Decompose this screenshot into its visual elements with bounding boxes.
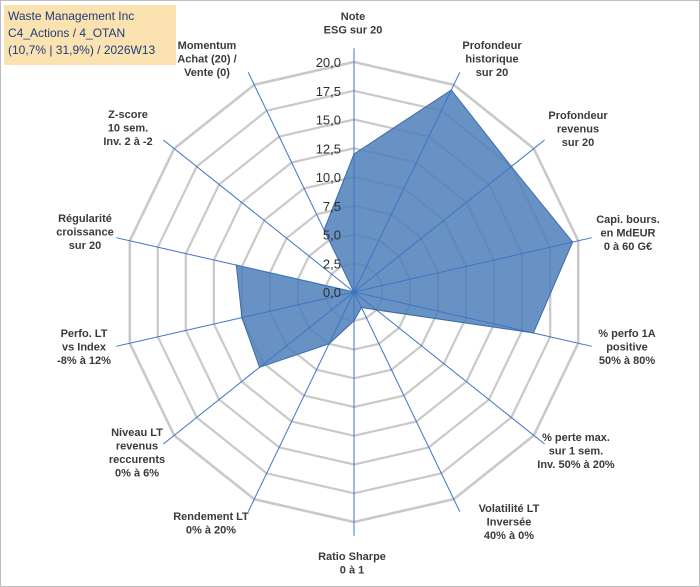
tick-label-6: 15,0 xyxy=(316,113,341,128)
radar-axis-labels: Note ESG sur 20 Profondeur historique sur 20… xyxy=(56,11,660,577)
axis-label-2: Profondeur revenus sur 20 xyxy=(548,110,608,149)
axis-label-6: Volatilité LT Inversée 40% à 0% xyxy=(479,503,540,542)
tick-label-8: 20,0 xyxy=(316,55,341,70)
spoke-11 xyxy=(116,237,355,293)
axis-label-1: Profondeur historique sur 20 xyxy=(462,40,522,79)
series-area xyxy=(235,89,574,368)
radar-series xyxy=(235,89,574,369)
spoke-8 xyxy=(247,291,355,512)
spoke-3 xyxy=(353,237,592,293)
tick-label-2: 5,0 xyxy=(323,228,341,243)
spoke-1 xyxy=(353,72,461,293)
radar-tick-labels: 0,0 2,5 5,0 7,5 10,0 12,5 15,0 17,5 20,0 xyxy=(316,55,341,300)
tick-label-0: 0,0 xyxy=(323,285,341,300)
axis-label-9: Niveau LT revenus reccurents 0% à 6% xyxy=(109,427,165,480)
axis-label-7: Ratio Sharpe 0 à 1 xyxy=(318,551,386,577)
spoke-12 xyxy=(163,139,355,293)
spoke-6 xyxy=(353,291,461,512)
spoke-2 xyxy=(353,139,545,293)
chart-title-box: Waste Management Inc C4_Actions / 4_OTAN… xyxy=(4,5,176,65)
axis-label-10: Perfo. LT vs Index -8% à 12% xyxy=(57,328,111,367)
tick-label-7: 17,5 xyxy=(316,84,341,99)
axis-label-8: Rendement LT 0% à 20% xyxy=(173,511,249,537)
spoke-13 xyxy=(247,72,355,293)
tick-label-4: 10,0 xyxy=(316,170,341,185)
spoke-9 xyxy=(163,291,355,445)
spoke-10 xyxy=(116,291,355,347)
axis-label-11: Régularité croissance sur 20 xyxy=(56,213,113,252)
tick-label-3: 7,5 xyxy=(323,199,341,214)
axis-label-4: % perfo 1A positive 50% à 80% xyxy=(598,328,656,367)
company-name: Waste Management Inc xyxy=(8,9,135,23)
axis-label-3: Capi. bours. en MdEUR 0 à 60 G€ xyxy=(596,214,660,253)
axis-label-12: Z-score 10 sem. Inv. 2 à -2 xyxy=(103,109,152,148)
tick-label-5: 12,5 xyxy=(316,141,341,156)
axis-label-0: Note ESG sur 20 xyxy=(324,11,383,37)
tick-label-1: 2,5 xyxy=(323,256,341,271)
axis-label-5: % perte max. sur 1 sem. Inv. 50% à 20% xyxy=(537,432,615,471)
radar-spokes xyxy=(116,48,592,536)
period-info: (10,7% | 31,9%) / 2026W13 xyxy=(8,43,156,57)
axis-label-13: Momentum Achat (20) / Vente (0) xyxy=(177,40,236,79)
spoke-5 xyxy=(353,291,545,445)
spoke-4 xyxy=(353,291,592,347)
portfolio-name: C4_Actions / 4_OTAN xyxy=(8,26,126,40)
